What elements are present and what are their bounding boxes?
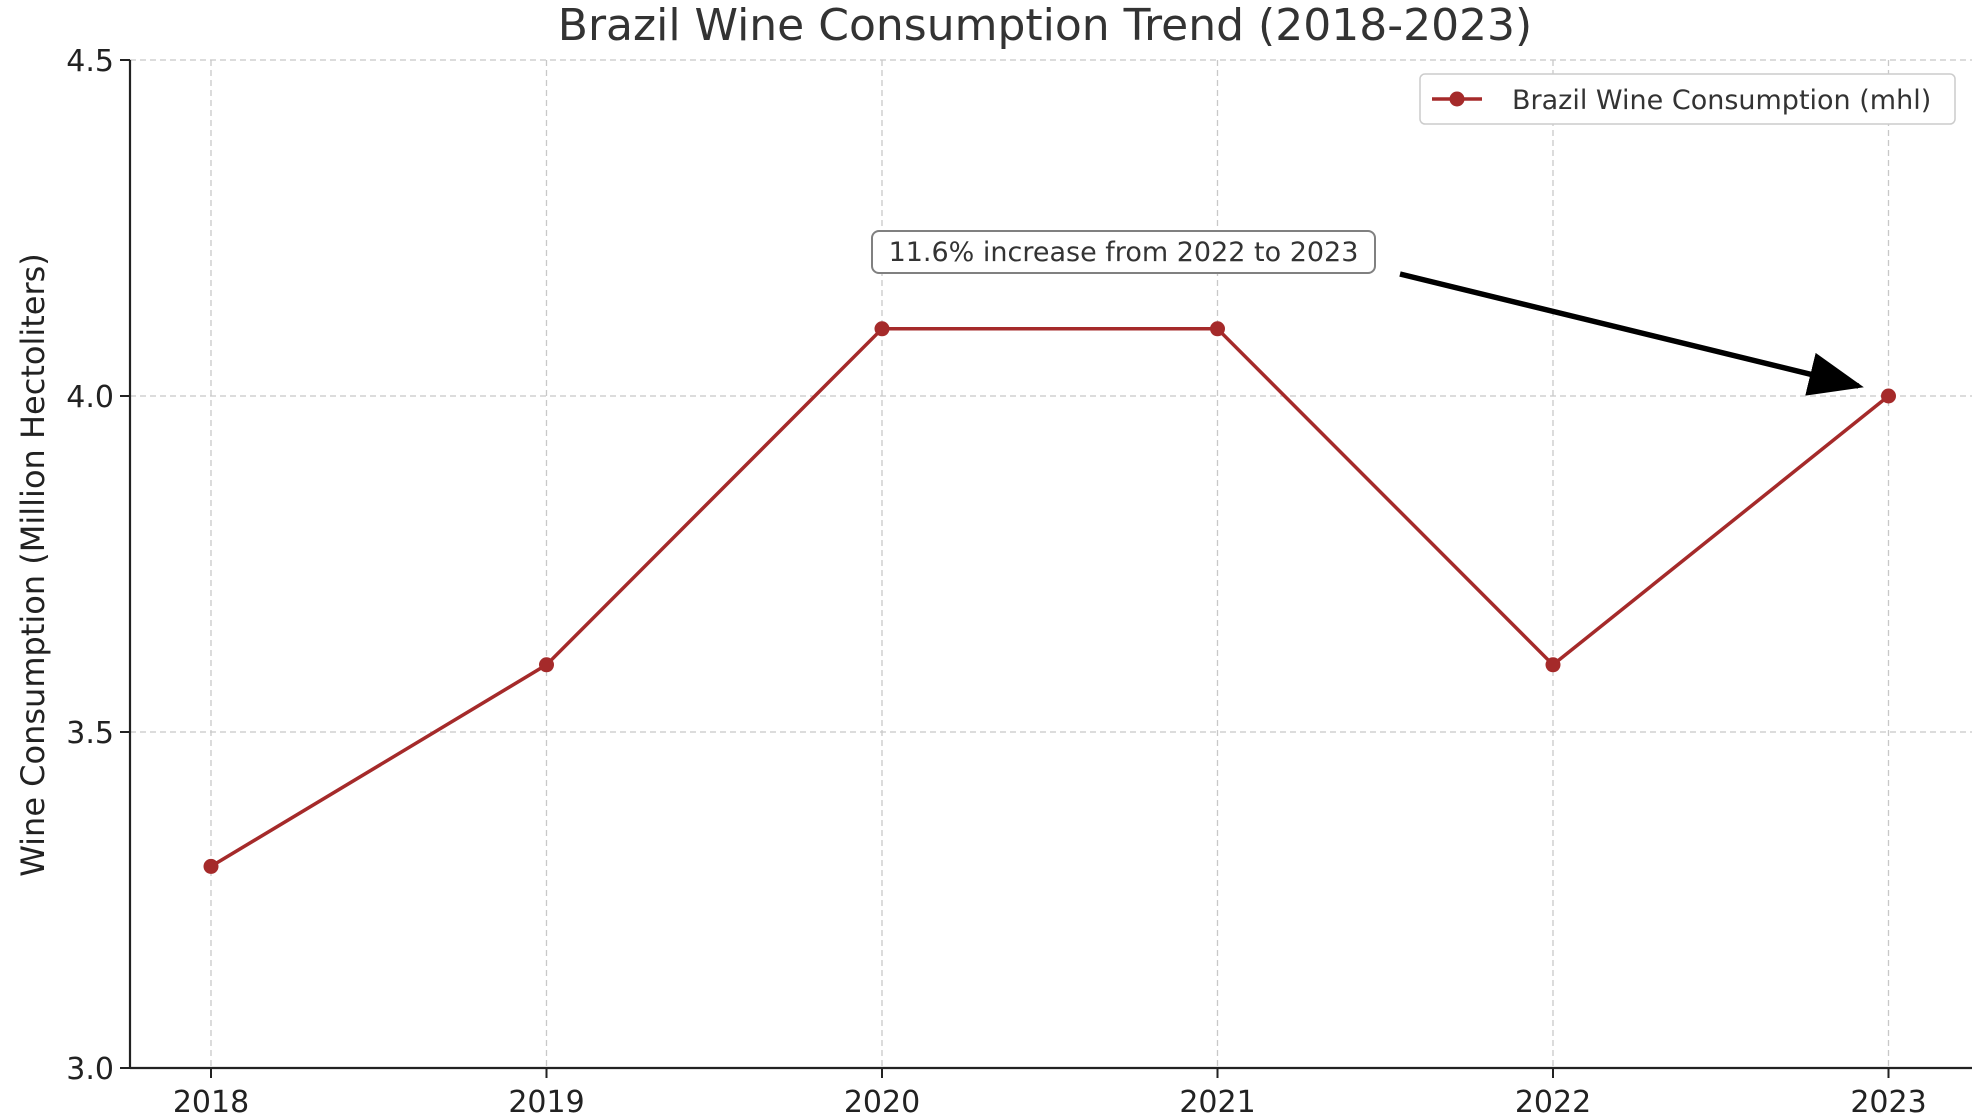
y-tick-label: 4.0 — [66, 380, 114, 415]
grid-layer — [130, 59, 1972, 1068]
legend-marker-swatch — [1449, 91, 1465, 107]
x-tick-label: 2022 — [1515, 1085, 1591, 1114]
axis-layer: 2018 2019 2020 2021 2022 2023 3.0 3.5 4.0 4.5 — [66, 44, 1972, 1114]
annotation-box — [871, 230, 1376, 274]
data-point — [539, 657, 554, 673]
legend-box — [1419, 73, 1956, 125]
y-tick-label: 3.5 — [66, 716, 114, 751]
x-tick-label: 2023 — [1850, 1085, 1926, 1114]
data-point — [874, 321, 890, 337]
legend-label: Brazil Wine Consumption (mhl) — [1512, 85, 1931, 116]
annotation-layer: 11.6% increase from 2022 to 2023 — [871, 230, 1864, 396]
chart-title: Brazil Wine Consumption Trend (2018-2023… — [558, 0, 1532, 51]
data-point — [1210, 321, 1225, 337]
data-point — [1881, 388, 1896, 404]
annotation-text: 11.6% increase from 2022 to 2023 — [889, 237, 1359, 268]
data-point — [203, 858, 219, 874]
x-tick-label: 2021 — [1179, 1085, 1255, 1114]
series-layer — [203, 321, 1896, 874]
x-tick-label: 2020 — [844, 1085, 920, 1114]
y-tick-label: 4.5 — [66, 44, 114, 79]
series-line — [210, 327, 1890, 868]
x-tick-label: 2018 — [173, 1085, 249, 1114]
x-tick-label: 2019 — [508, 1085, 584, 1114]
y-axis-label: Wine Consumption (Million Hectoliters) — [14, 253, 52, 877]
legend-layer: Brazil Wine Consumption (mhl) — [1419, 73, 1956, 125]
data-point — [1545, 657, 1561, 673]
annotation-arrow — [1399, 271, 1864, 396]
y-tick-label: 3.0 — [66, 1052, 114, 1087]
